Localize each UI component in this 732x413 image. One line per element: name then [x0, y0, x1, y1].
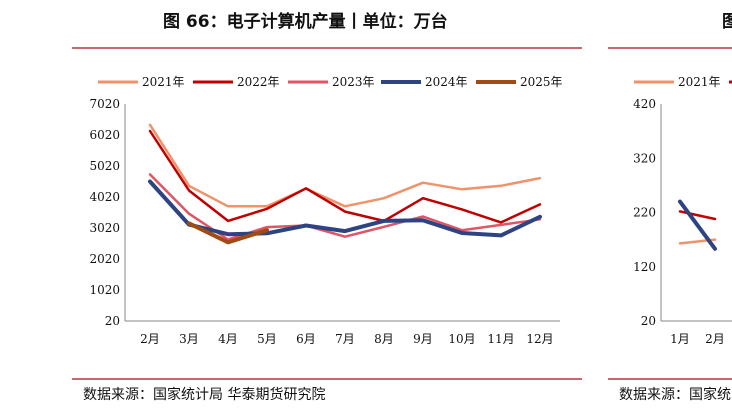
source-note-left: 数据来源：国家统计局 华泰期货研究院 [83, 387, 326, 403]
source-rule-right [608, 378, 732, 380]
y-tick-label: 220 [633, 206, 656, 220]
legend-label-2025年: 2025年 [520, 75, 563, 89]
y-tick-label: 2020 [89, 252, 120, 266]
x-tick-label: 8月 [374, 332, 394, 346]
series-line-2022年 [678, 210, 717, 221]
y-tick-label: 320 [633, 151, 656, 165]
y-tick-label: 120 [633, 260, 656, 274]
x-tick-label: 11月 [487, 332, 514, 346]
legend-label-2021年: 2021年 [678, 75, 721, 89]
y-tick-label: 7020 [89, 97, 120, 111]
legend-label-2021年: 2021年 [142, 75, 185, 89]
x-tick-label: 10月 [448, 332, 475, 346]
y-tick-label: 4020 [89, 190, 120, 204]
source-note-right: 数据来源：国家统 [619, 387, 731, 403]
x-tick-label: 4月 [218, 332, 238, 346]
legend-label-2023年: 2023年 [332, 75, 375, 89]
x-tick-label: 6月 [296, 332, 316, 346]
title-rule-right [608, 47, 732, 49]
x-tick-label: 7月 [335, 332, 355, 346]
series-line-2025年 [187, 221, 269, 245]
legend-label-2024年: 2024年 [425, 75, 468, 89]
y-tick-label: 3020 [89, 221, 120, 235]
y-tick-label: 5020 [89, 159, 120, 173]
series-line-2024年 [148, 179, 542, 238]
figure-title-right: 图 [722, 12, 732, 32]
x-tick-label: 12月 [526, 332, 553, 346]
legend-label-2022年: 2022年 [237, 75, 280, 89]
y-tick-label: 1020 [89, 283, 120, 297]
series-line-2024年 [678, 199, 717, 251]
y-tick-label: 420 [633, 97, 656, 111]
y-tick-label: 20 [641, 314, 656, 328]
title-rule-left [72, 47, 582, 49]
x-tick-label: 9月 [413, 332, 433, 346]
x-tick-label: 2月 [140, 332, 160, 346]
y-tick-label: 20 [105, 314, 120, 328]
x-tick-label: 1月 [670, 332, 690, 346]
x-tick-label: 2月 [705, 332, 725, 346]
y-tick-label: 6020 [89, 128, 120, 142]
source-rule-left [72, 378, 582, 380]
x-tick-label: 3月 [179, 332, 199, 346]
series-line-2021年 [148, 123, 542, 208]
figure-title-left: 图 66：电子计算机产量丨单位：万台 [163, 12, 448, 32]
x-tick-label: 5月 [257, 332, 277, 346]
series-line-2022年 [148, 129, 542, 224]
